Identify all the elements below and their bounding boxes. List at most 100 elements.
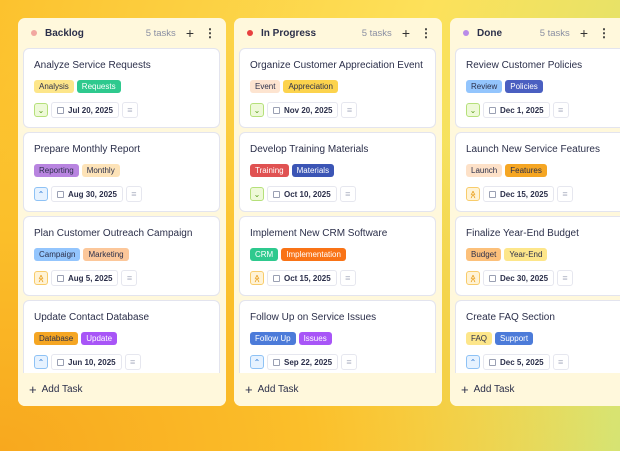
description-icon[interactable]: ≡ bbox=[125, 186, 142, 202]
description-icon[interactable]: ≡ bbox=[557, 186, 574, 202]
tag: Training bbox=[250, 164, 289, 177]
task-card[interactable]: Plan Customer Outreach Campaign Campaign… bbox=[23, 216, 220, 296]
description-icon[interactable]: ≡ bbox=[339, 270, 356, 286]
description-icon[interactable]: ≡ bbox=[341, 354, 358, 370]
due-date[interactable]: Nov 20, 2025 bbox=[267, 102, 339, 118]
due-date[interactable]: Sep 22, 2025 bbox=[267, 354, 339, 370]
column-header: Done 5 tasks + ⋮ bbox=[450, 18, 620, 48]
due-date[interactable]: Oct 10, 2025 bbox=[267, 186, 337, 202]
calendar-icon bbox=[57, 358, 64, 366]
description-icon[interactable]: ≡ bbox=[121, 270, 138, 286]
task-card[interactable]: Implement New CRM Software CRM Implementa… bbox=[239, 216, 436, 296]
tag: CRM bbox=[250, 248, 279, 261]
task-card[interactable]: Follow Up on Service Issues Follow Up Iss… bbox=[239, 300, 436, 380]
description-icon[interactable]: ≡ bbox=[339, 186, 356, 202]
task-title: Finalize Year-End Budget bbox=[466, 228, 579, 239]
tag: Requests bbox=[76, 80, 121, 93]
column-in-progress: In Progress 5 tasks + ⋮ Organize Custome… bbox=[234, 18, 442, 406]
description-icon[interactable]: ≡ bbox=[341, 102, 358, 118]
date-text: Dec 1, 2025 bbox=[500, 105, 544, 115]
calendar-icon bbox=[273, 274, 280, 282]
more-options-icon[interactable]: ⋮ bbox=[420, 26, 432, 40]
due-date[interactable]: Oct 15, 2025 bbox=[267, 270, 337, 286]
add-task-label: Add Task bbox=[41, 384, 83, 395]
status-dot bbox=[463, 30, 469, 36]
tag: Issues bbox=[298, 332, 332, 345]
task-card[interactable]: Launch New Service Features Launch Featur… bbox=[455, 132, 620, 212]
description-icon[interactable]: ≡ bbox=[552, 102, 569, 118]
priority-low-icon[interactable]: ⌄ bbox=[250, 187, 264, 201]
add-task-button[interactable]: + Add Task bbox=[18, 373, 226, 406]
tag: Support bbox=[495, 332, 534, 345]
tag: Appreciation bbox=[283, 80, 338, 93]
priority-medium-icon[interactable]: ⌃ bbox=[250, 355, 264, 369]
description-icon[interactable]: ≡ bbox=[124, 354, 141, 370]
description-icon[interactable]: ≡ bbox=[121, 102, 138, 118]
priority-medium-icon[interactable]: ⌃ bbox=[34, 355, 48, 369]
task-title: Update Contact Database bbox=[34, 312, 150, 323]
add-icon[interactable]: + bbox=[401, 25, 410, 41]
task-card[interactable]: Review Customer Policies Review Policies … bbox=[455, 48, 620, 128]
priority-low-icon[interactable]: ⌄ bbox=[466, 103, 480, 117]
due-date[interactable]: Aug 30, 2025 bbox=[51, 186, 123, 202]
calendar-icon bbox=[273, 358, 280, 366]
task-title: Prepare Monthly Report bbox=[34, 144, 141, 155]
priority-low-icon[interactable]: ⌄ bbox=[250, 103, 264, 117]
plus-icon: + bbox=[29, 382, 37, 397]
due-date[interactable]: Aug 5, 2025 bbox=[51, 270, 119, 286]
due-date[interactable]: Dec 5, 2025 bbox=[483, 354, 550, 370]
date-text: Jun 10, 2025 bbox=[68, 357, 116, 367]
more-options-icon[interactable]: ⋮ bbox=[598, 26, 610, 40]
date-text: Jul 20, 2025 bbox=[68, 105, 113, 115]
tag: Implementation bbox=[281, 248, 346, 261]
priority-high-icon[interactable]: ≪ bbox=[250, 271, 264, 285]
add-task-button[interactable]: + Add Task bbox=[450, 373, 620, 406]
tag: Reporting bbox=[34, 164, 79, 177]
add-icon[interactable]: + bbox=[579, 25, 588, 41]
description-icon[interactable]: ≡ bbox=[557, 270, 574, 286]
priority-high-icon[interactable]: ≪ bbox=[34, 271, 48, 285]
column-title: Backlog bbox=[45, 27, 84, 39]
date-text: Dec 5, 2025 bbox=[500, 357, 544, 367]
tag: Monthly bbox=[81, 164, 120, 177]
due-date[interactable]: Dec 30, 2025 bbox=[483, 270, 555, 286]
add-task-label: Add Task bbox=[473, 384, 515, 395]
due-date[interactable]: Jun 10, 2025 bbox=[51, 354, 122, 370]
task-title: Review Customer Policies bbox=[466, 60, 583, 71]
plus-icon: + bbox=[461, 382, 469, 397]
task-title: Organize Customer Appreciation Event bbox=[250, 60, 423, 71]
priority-low-icon[interactable]: ⌄ bbox=[34, 103, 48, 117]
due-date[interactable]: Dec 15, 2025 bbox=[483, 186, 555, 202]
due-date[interactable]: Dec 1, 2025 bbox=[483, 102, 550, 118]
priority-high-icon[interactable]: ≪ bbox=[466, 271, 480, 285]
column-title: Done bbox=[477, 27, 502, 39]
add-task-button[interactable]: + Add Task bbox=[234, 373, 442, 406]
task-card[interactable]: Create FAQ Section FAQ Support ⌃ Dec 5, 2… bbox=[455, 300, 620, 380]
description-icon[interactable]: ≡ bbox=[552, 354, 569, 370]
task-card[interactable]: Update Contact Database Database Update ⌃… bbox=[23, 300, 220, 380]
date-text: Dec 15, 2025 bbox=[500, 189, 549, 199]
priority-medium-icon[interactable]: ⌃ bbox=[34, 187, 48, 201]
date-text: Dec 30, 2025 bbox=[500, 273, 549, 283]
task-card[interactable]: Develop Training Materials Training Mater… bbox=[239, 132, 436, 212]
task-card[interactable]: Organize Customer Appreciation Event Eve… bbox=[239, 48, 436, 128]
task-card[interactable]: Analyze Service Requests Analysis Request… bbox=[23, 48, 220, 128]
more-options-icon[interactable]: ⋮ bbox=[204, 26, 216, 40]
add-task-label: Add Task bbox=[257, 384, 299, 395]
calendar-icon bbox=[273, 190, 280, 198]
column-done: Done 5 tasks + ⋮ Review Customer Policie… bbox=[450, 18, 620, 406]
due-date[interactable]: Jul 20, 2025 bbox=[51, 102, 119, 118]
task-card[interactable]: Prepare Monthly Report Reporting Monthly … bbox=[23, 132, 220, 212]
task-count: 5 tasks bbox=[539, 27, 570, 39]
plus-icon: + bbox=[245, 382, 253, 397]
task-count: 5 tasks bbox=[145, 27, 176, 39]
task-title: Implement New CRM Software bbox=[250, 228, 388, 239]
tag: Follow Up bbox=[250, 332, 296, 345]
priority-medium-icon[interactable]: ⌃ bbox=[466, 355, 480, 369]
tag: Analysis bbox=[34, 80, 74, 93]
add-icon[interactable]: + bbox=[185, 25, 194, 41]
task-card[interactable]: Finalize Year-End Budget Budget Year-End … bbox=[455, 216, 620, 296]
calendar-icon bbox=[489, 106, 496, 114]
task-count: 5 tasks bbox=[361, 27, 392, 39]
priority-high-icon[interactable]: ≪ bbox=[466, 187, 480, 201]
